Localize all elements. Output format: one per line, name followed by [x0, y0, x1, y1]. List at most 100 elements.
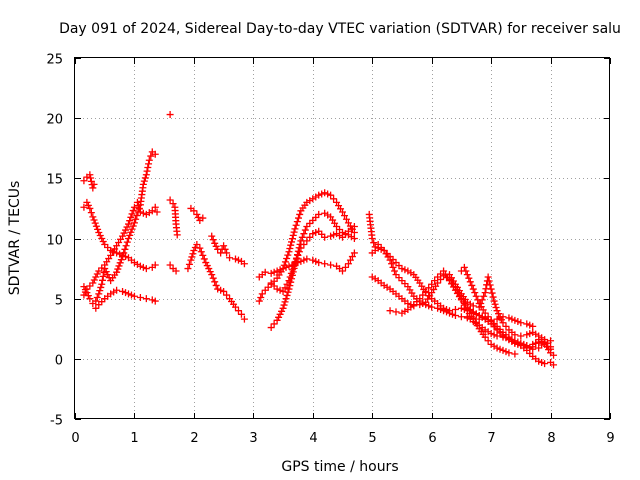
data-point — [462, 267, 470, 275]
data-point — [330, 195, 338, 203]
data-point — [89, 213, 97, 221]
data-point — [306, 233, 314, 241]
data-point — [255, 297, 263, 305]
data-point — [202, 259, 210, 267]
data-point — [303, 237, 311, 245]
x-tick-label: 1 — [130, 431, 138, 446]
data-point — [484, 313, 492, 321]
data-point — [499, 319, 507, 327]
data-point — [517, 332, 525, 340]
data-point — [281, 298, 289, 306]
data-point — [270, 320, 278, 328]
x-tick-label: 7 — [487, 431, 495, 446]
y-tick-label: 5 — [55, 294, 63, 309]
data-point — [301, 226, 309, 234]
data-point — [86, 171, 94, 179]
data-point — [190, 247, 198, 255]
data-point — [122, 242, 130, 250]
data-point — [199, 214, 207, 222]
y-axis: -5 0 5 10 15 20 25 — [46, 53, 610, 429]
data-point — [121, 245, 129, 253]
data-point — [469, 285, 477, 293]
data-point — [83, 198, 91, 206]
data-point — [281, 284, 289, 292]
x-tick-label: 2 — [190, 431, 198, 446]
series-arc-8 — [166, 196, 181, 239]
x-tick-label: 8 — [547, 431, 555, 446]
data-point — [80, 291, 88, 299]
data-point — [153, 208, 161, 216]
data-point — [234, 307, 242, 315]
x-axis-label: GPS time / hours — [281, 459, 398, 475]
data-point — [86, 295, 94, 303]
data-point — [492, 303, 500, 311]
data-point — [463, 271, 471, 279]
data-point — [98, 276, 106, 284]
data-point — [126, 217, 134, 225]
data-point — [205, 265, 213, 273]
series-arc-3 — [80, 171, 98, 192]
data-point — [350, 249, 358, 257]
data-point — [276, 310, 284, 318]
data-point — [291, 225, 299, 233]
data-point — [96, 231, 104, 239]
data-point — [505, 349, 513, 357]
data-point — [481, 289, 489, 297]
data-point — [115, 262, 123, 270]
data-point — [344, 260, 352, 268]
data-point — [321, 260, 329, 268]
data-point — [101, 265, 109, 273]
data-point — [221, 245, 229, 253]
data-point — [208, 232, 216, 240]
series-arc-21 — [446, 271, 555, 351]
series-arc-6 — [166, 111, 174, 119]
data-point — [511, 331, 519, 339]
data-point — [550, 361, 558, 369]
data-point — [350, 228, 358, 236]
data-point — [350, 235, 358, 242]
data-point — [370, 239, 378, 247]
y-tick-label: 0 — [55, 354, 63, 369]
x-tick-label: 3 — [249, 431, 257, 446]
data-point — [212, 242, 220, 250]
data-point — [517, 319, 525, 327]
data-point — [114, 265, 122, 273]
data-point — [368, 235, 376, 242]
y-tick-label: -5 — [50, 414, 63, 429]
data-point — [278, 307, 286, 315]
y-axis-label: SDTVAR / TECUs — [7, 181, 23, 296]
data-point — [489, 293, 497, 301]
data-point — [258, 290, 266, 298]
data-point — [80, 177, 88, 185]
data-point — [451, 305, 459, 313]
data-point — [141, 174, 149, 182]
data-point — [120, 229, 128, 237]
series-arc-14 — [267, 222, 358, 295]
data-point — [93, 270, 101, 278]
data-point — [493, 307, 501, 315]
data-point — [145, 156, 153, 164]
x-tick-label: 5 — [368, 431, 376, 446]
data-point — [286, 244, 294, 252]
data-point — [495, 310, 503, 318]
data-point — [145, 160, 153, 168]
data-point — [348, 253, 356, 261]
data-point — [92, 222, 100, 230]
data-point — [166, 196, 174, 204]
data-point — [133, 212, 141, 220]
data-point — [480, 292, 488, 300]
data-point — [296, 210, 304, 218]
data-point — [466, 278, 474, 286]
data-point — [460, 263, 468, 271]
data-point — [289, 231, 297, 239]
data-point — [151, 297, 159, 305]
data-point — [290, 228, 298, 236]
data-point — [185, 260, 193, 268]
data-point — [477, 299, 485, 307]
data-point — [87, 209, 95, 217]
data-point — [392, 308, 400, 316]
data-point — [280, 301, 288, 309]
data-point — [147, 152, 155, 160]
data-point — [389, 263, 397, 271]
data-point — [288, 238, 296, 246]
